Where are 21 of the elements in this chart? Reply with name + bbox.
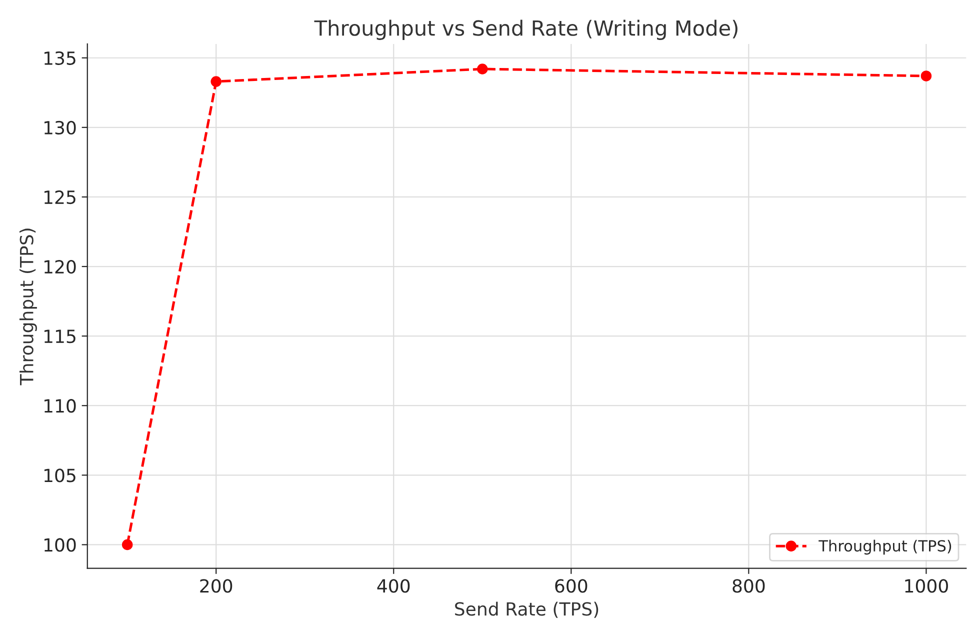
- y-tick-label: 125: [44, 190, 76, 204]
- x-tick-label: 600: [555, 579, 588, 593]
- y-tick-label: 110: [44, 399, 76, 413]
- point: [920, 70, 932, 82]
- y-tick-label: 130: [44, 120, 76, 135]
- point: [122, 539, 133, 550]
- y-axis-title: Throughput (TPS): [19, 228, 37, 386]
- chart-title: Throughput vs Send Rate (Writing Mode): [314, 20, 738, 40]
- x-tick-label: 200: [200, 579, 232, 593]
- x-tick-label: 1000: [905, 579, 948, 593]
- y-tick-label: 105: [44, 468, 76, 482]
- y-tick-label: 120: [44, 260, 76, 274]
- point: [210, 76, 222, 87]
- x-axis-title: Send Rate (TPS): [455, 602, 598, 618]
- y-tick-label: 115: [44, 330, 76, 344]
- point: [477, 64, 488, 74]
- y-tick-label: 135: [44, 51, 76, 65]
- y-tick-label: 100: [44, 538, 76, 552]
- x-tick-label: 800: [732, 579, 765, 593]
- legend-label: Throughput (TPS): [818, 540, 952, 555]
- x-tick-label: 400: [377, 579, 410, 593]
